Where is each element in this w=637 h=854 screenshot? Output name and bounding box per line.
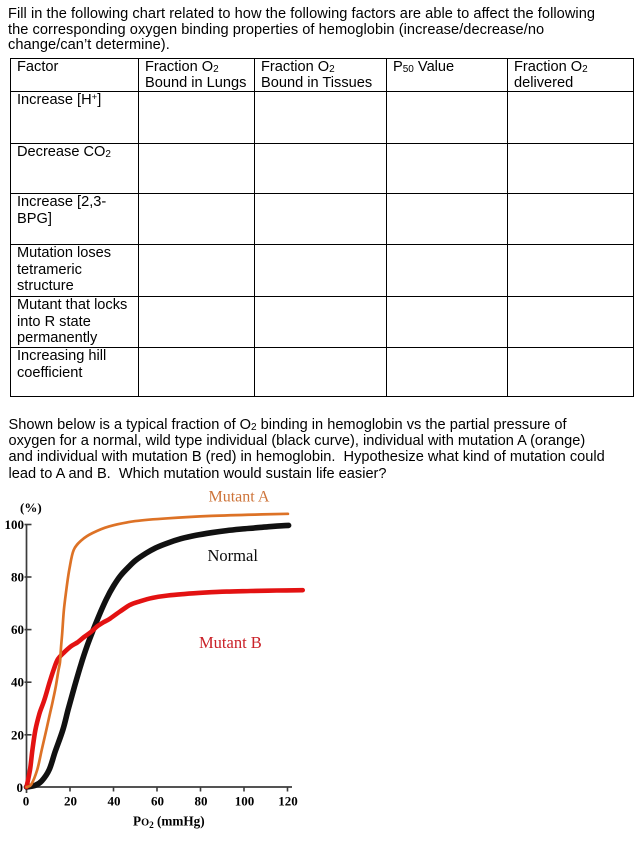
svg-text:(%): (%) — [20, 500, 42, 515]
svg-text:0: 0 — [17, 780, 24, 795]
svg-text:Mutant A: Mutant A — [209, 489, 270, 506]
svg-text:60: 60 — [11, 622, 24, 637]
svg-text:20: 20 — [64, 794, 77, 809]
svg-text:Mutant B: Mutant B — [199, 633, 262, 652]
svg-text:60: 60 — [151, 794, 164, 809]
svg-text:0: 0 — [23, 794, 30, 809]
svg-text:100: 100 — [235, 794, 255, 809]
svg-text:40: 40 — [108, 794, 121, 809]
svg-text:120: 120 — [278, 794, 298, 809]
svg-text:Normal: Normal — [208, 546, 259, 565]
svg-text:20: 20 — [11, 727, 24, 742]
svg-text:100: 100 — [5, 517, 25, 532]
svg-text:40: 40 — [11, 675, 24, 690]
svg-text:80: 80 — [195, 794, 208, 809]
svg-text:PO2 (mmHg): PO2 (mmHg) — [133, 814, 205, 832]
svg-text:80: 80 — [11, 570, 24, 585]
